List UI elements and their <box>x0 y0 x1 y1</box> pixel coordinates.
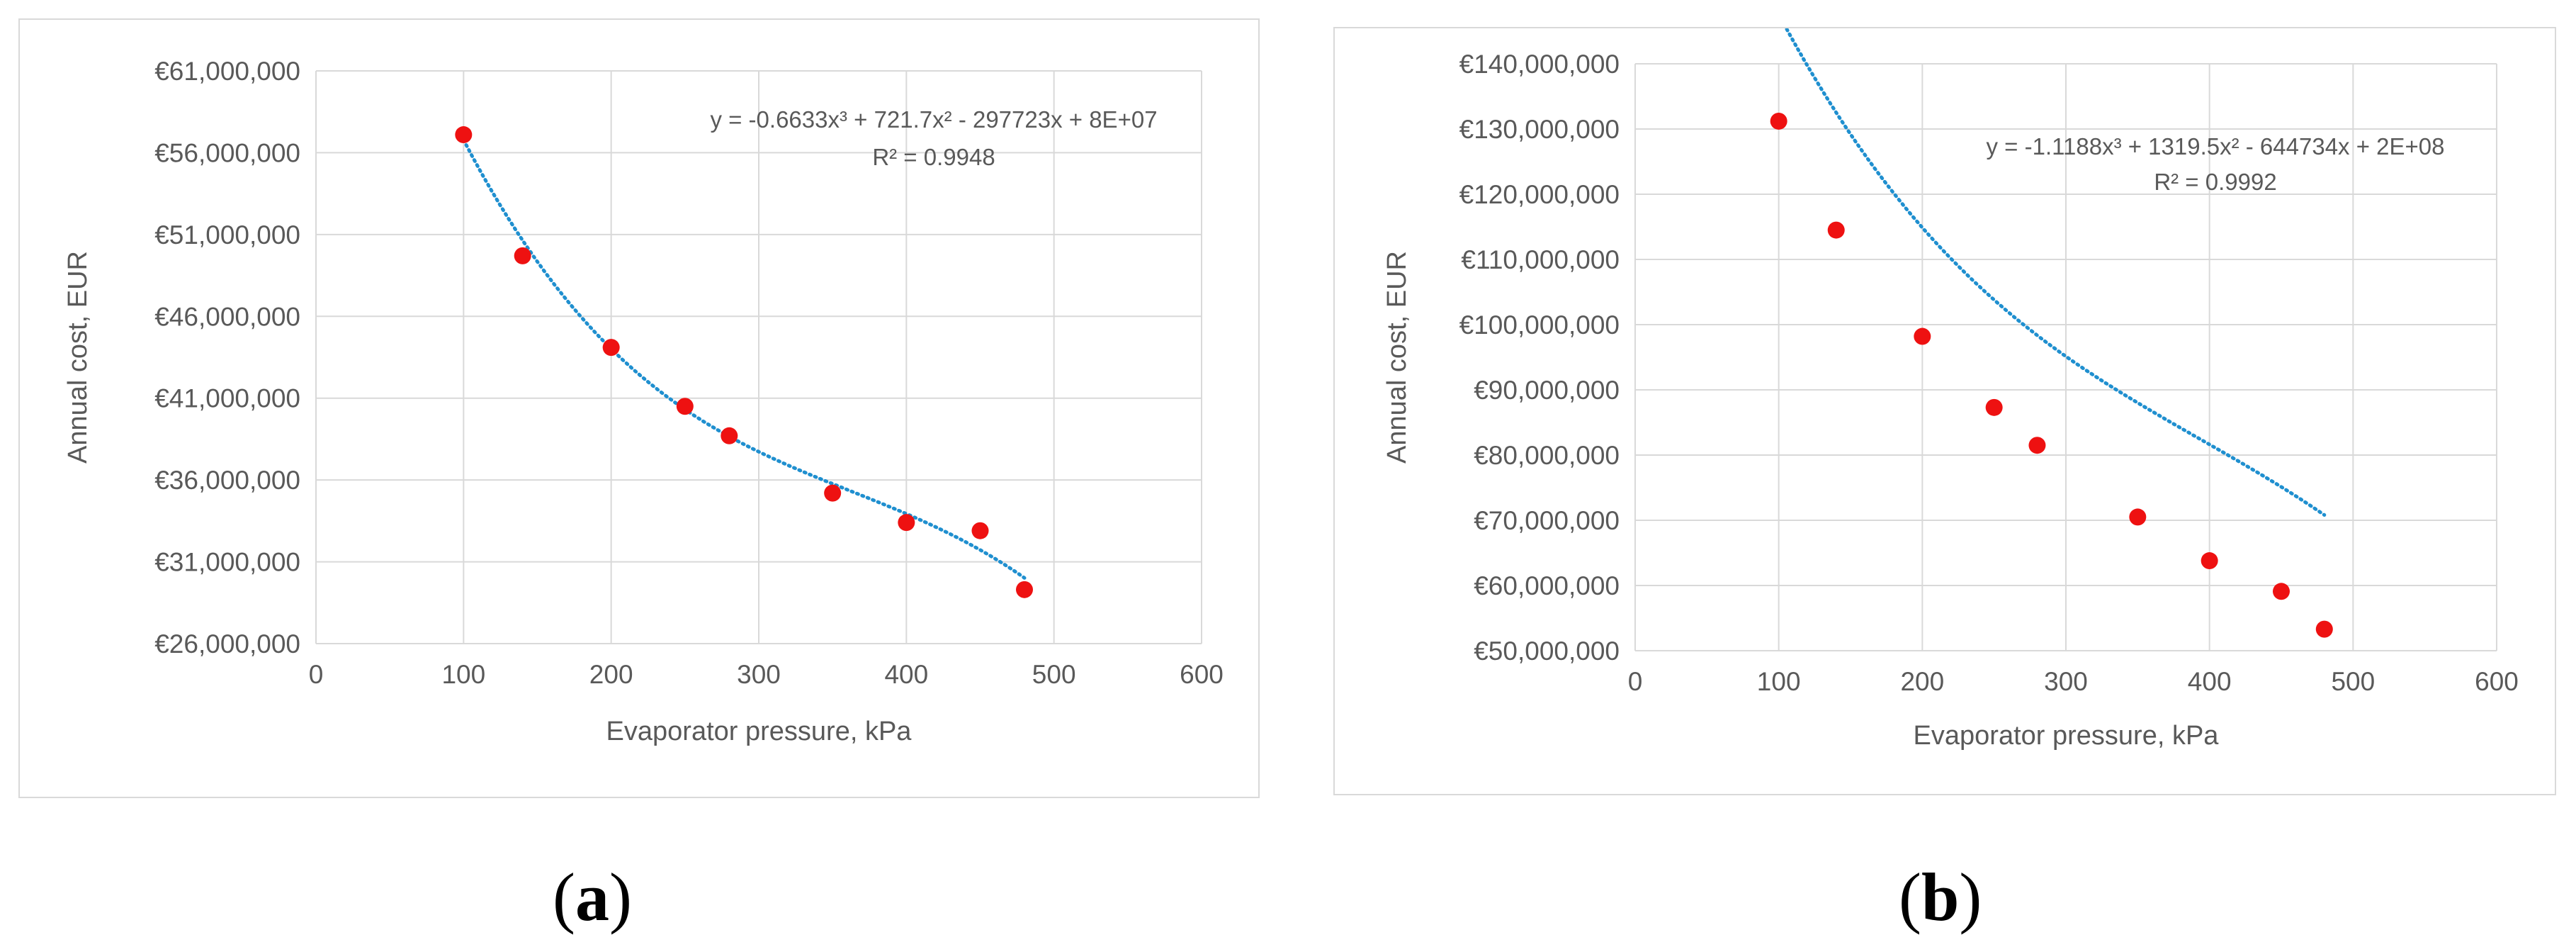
y-tick-label: €60,000,000 <box>1474 571 1620 600</box>
chart-panel-b: €50,000,000 €60,000,000 €70,000,000 €80,000… <box>1333 27 2556 795</box>
y-tick-label: €51,000,000 <box>154 220 300 250</box>
data-point <box>2273 583 2290 600</box>
data-point <box>1985 398 2003 416</box>
y-tick-label: €61,000,000 <box>154 57 300 86</box>
y-tick-label: €36,000,000 <box>154 466 300 495</box>
x-tick-label: 0 <box>309 660 324 689</box>
x-tick-label: 500 <box>2331 667 2375 696</box>
y-tick-label: €50,000,000 <box>1474 637 1620 666</box>
data-point <box>971 522 989 539</box>
data-point <box>1914 327 1931 345</box>
x-tick-label: 600 <box>1180 660 1224 689</box>
data-point <box>602 339 620 357</box>
data-point <box>1016 581 1033 598</box>
data-point <box>455 126 473 144</box>
y-tick-label: €56,000,000 <box>154 138 300 167</box>
x-axis-title: Evaporator pressure, kPa <box>606 717 913 746</box>
chart-b-svg: €50,000,000 €60,000,000 €70,000,000 €80,000… <box>1382 28 2519 751</box>
r-squared-label: R² = 0.9948 <box>872 144 995 170</box>
x-axis-title: Evaporator pressure, kPa <box>1914 721 2220 751</box>
data-point <box>2129 508 2147 526</box>
x-tick-label: 100 <box>441 660 485 689</box>
y-tick-label: €31,000,000 <box>154 548 300 577</box>
y-tick-label: €80,000,000 <box>1474 441 1620 470</box>
y-tick-label: €90,000,000 <box>1474 376 1620 405</box>
x-tick-label: 100 <box>1757 667 1801 696</box>
y-tick-label: €110,000,000 <box>1461 245 1620 274</box>
y-tick-label: €70,000,000 <box>1474 506 1620 535</box>
y-tick-label: €130,000,000 <box>1459 115 1620 144</box>
data-point <box>1827 221 1845 239</box>
y-tick-label: €140,000,000 <box>1459 50 1620 79</box>
y-axis-title: Annual cost, EUR <box>1382 251 1412 464</box>
y-tick-label: €46,000,000 <box>154 302 300 331</box>
chart-a-svg: €26,000,000 €31,000,000 €36,000,000 €41,000… <box>63 57 1224 746</box>
y-axis-title: Annual cost, EUR <box>63 251 93 464</box>
x-tick-label: 0 <box>1628 667 1643 696</box>
data-point <box>2315 620 2333 638</box>
data-point <box>824 484 842 502</box>
data-point <box>2028 437 2046 454</box>
y-tick-label: €120,000,000 <box>1459 180 1620 209</box>
trendline-equation: y = -1.1188x³ + 1319.5x² - 644734x + 2E+… <box>1987 133 2445 159</box>
x-tick-label: 400 <box>2188 667 2232 696</box>
x-tick-label: 200 <box>1900 667 1944 696</box>
caption-b: (b) <box>1899 859 1982 935</box>
data-point <box>1770 112 1787 130</box>
data-point <box>721 427 738 444</box>
x-tick-label: 300 <box>2044 667 2088 696</box>
data-point <box>2201 552 2218 570</box>
x-tick-label: 300 <box>737 660 781 689</box>
data-point <box>676 398 694 415</box>
chart-panel-a: €26,000,000 €31,000,000 €36,000,000 €41,000… <box>18 18 1260 798</box>
x-tick-label: 200 <box>589 660 633 689</box>
x-tick-label: 600 <box>2475 667 2519 696</box>
y-tick-label: €100,000,000 <box>1459 310 1620 340</box>
trendline <box>461 138 1027 580</box>
caption-a: (a) <box>553 859 632 935</box>
y-tick-label: €26,000,000 <box>154 629 300 659</box>
caption-b-letter: b <box>1921 859 1960 935</box>
r-squared-label: R² = 0.9992 <box>2154 169 2276 195</box>
caption-a-letter: a <box>575 859 609 935</box>
trendline <box>1784 28 2327 517</box>
y-tick-label: €41,000,000 <box>154 384 300 413</box>
data-point <box>898 514 915 532</box>
data-point <box>514 247 531 264</box>
trendline-equation: y = -0.6633x³ + 721.7x² - 297723x + 8E+0… <box>710 106 1157 133</box>
x-tick-label: 400 <box>884 660 928 689</box>
x-tick-label: 500 <box>1032 660 1076 689</box>
